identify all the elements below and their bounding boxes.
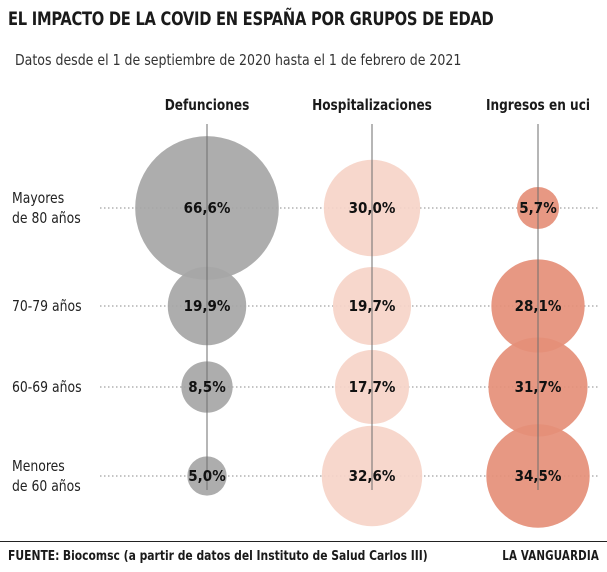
row-label-menores-de-60-anos: Menores de 60 años — [12, 456, 81, 496]
source-label: FUENTE: — [8, 549, 60, 564]
value-label-ingresos-en-uci-menores-de-60-anos: 34,5% — [515, 467, 562, 485]
value-label-ingresos-en-uci-70-79-anos: 28,1% — [515, 297, 562, 315]
value-label-hospitalizaciones-60-69-anos: 17,7% — [349, 378, 396, 396]
value-label-hospitalizaciones-menores-de-60-anos: 32,6% — [349, 467, 396, 485]
row-label-mayores-de-80-anos: Mayores de 80 años — [12, 188, 81, 228]
value-label-ingresos-en-uci-mayores-de-80-anos: 5,7% — [519, 199, 557, 217]
row-label-line: Menores — [12, 457, 65, 475]
column-header-ingresos-en-uci: Ingresos en uci — [486, 97, 590, 114]
value-label-defunciones-mayores-de-80-anos: 66,6% — [184, 199, 231, 217]
column-header-defunciones: Defunciones — [165, 97, 250, 114]
row-label-line: Mayores — [12, 189, 65, 207]
row-label-line: 60-69 años — [12, 378, 82, 396]
row-label-line: 70-79 años — [12, 297, 82, 315]
chart-subtitle: Datos desde el 1 de septiembre de 2020 h… — [15, 51, 462, 69]
row-label-line: de 80 años — [12, 209, 81, 227]
row-label-line: de 60 años — [12, 477, 81, 495]
footer: FUENTE: Biocomsc (a partir de datos del … — [0, 541, 607, 572]
value-label-hospitalizaciones-70-79-anos: 19,7% — [349, 297, 396, 315]
value-label-defunciones-menores-de-60-anos: 5,0% — [188, 467, 226, 485]
row-label-60-69-anos: 60-69 años — [12, 377, 82, 397]
source-text: Biocomsc (a partir de datos del Institut… — [62, 549, 428, 564]
brand-logo: LA VANGUARDIA — [502, 549, 599, 564]
source-credit: FUENTE: Biocomsc (a partir de datos del … — [8, 549, 428, 564]
value-label-defunciones-70-79-anos: 19,9% — [184, 297, 231, 315]
value-label-defunciones-60-69-anos: 8,5% — [188, 378, 226, 396]
value-label-hospitalizaciones-mayores-de-80-anos: 30,0% — [349, 199, 396, 217]
value-label-ingresos-en-uci-60-69-anos: 31,7% — [515, 378, 562, 396]
bubble-chart: Defunciones Hospitalizaciones Ingresos en … — [100, 97, 600, 528]
row-label-70-79-anos: 70-79 años — [12, 296, 82, 316]
footer-rule — [0, 541, 607, 542]
chart-title: EL IMPACTO DE LA COVID EN ESPAÑA POR GRU… — [8, 8, 494, 30]
column-header-hospitalizaciones: Hospitalizaciones — [312, 97, 432, 114]
